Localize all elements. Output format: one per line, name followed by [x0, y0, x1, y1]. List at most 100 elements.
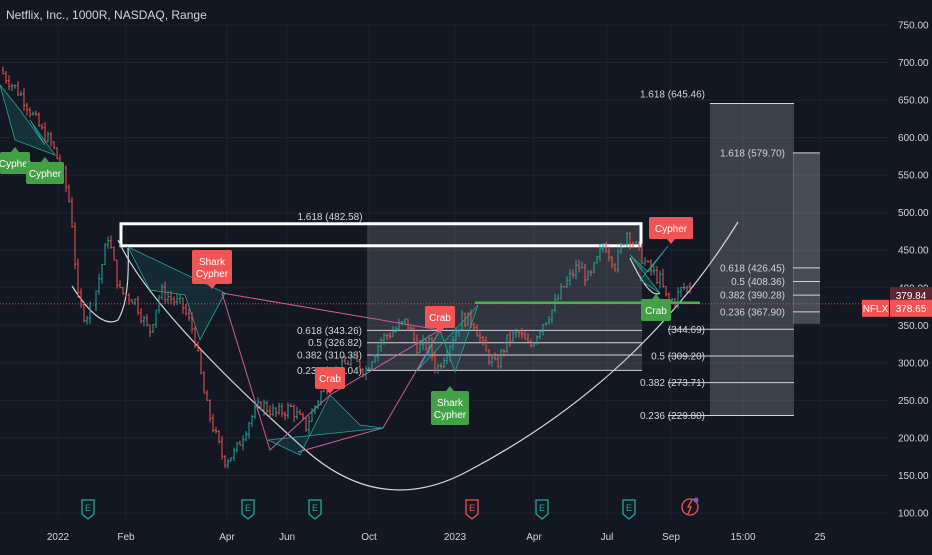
candles: [1, 66, 692, 469]
earnings-icon: [622, 499, 636, 520]
y-tick-label: 500.00: [898, 208, 929, 219]
fib-label-left: 0.618 (343.26): [297, 326, 362, 337]
fib-label-top-mid: 1.618 (645.46): [640, 89, 705, 100]
cup-small: [629, 257, 661, 295]
fib-label-right: 0.382 (390.28): [720, 291, 785, 302]
fib-label-right: 0.236 (367.90): [720, 307, 785, 318]
event-dot: [693, 497, 699, 503]
harmonic-label-text: Cypher: [655, 224, 688, 235]
x-tick-label: Feb: [117, 532, 135, 543]
fib-zone-mid: [710, 103, 794, 416]
earnings-marker: E: [535, 499, 549, 520]
earnings-marker: [681, 497, 699, 516]
harmonic-label-tail: [326, 389, 334, 394]
harmonic-label-bg: [26, 162, 64, 184]
harmonic-label-text: Cypher: [196, 269, 229, 280]
harmonic-label-tail: [446, 386, 454, 391]
harmonic-label-text: Cypher: [29, 169, 62, 180]
fib-label-top-right: 1.618 (579.70): [720, 148, 785, 159]
earnings-marker: E: [81, 499, 95, 520]
x-tick-label: 2022: [47, 532, 70, 543]
y-tick-label: 250.00: [898, 396, 929, 407]
fib-label-mid: 0.236 (229.80): [640, 411, 705, 422]
earnings-icon-label: E: [626, 503, 632, 513]
last-price-label: 378.65: [896, 304, 927, 315]
last-price-tag: [890, 299, 932, 317]
x-tick-label: 15:00: [730, 532, 755, 543]
harmonic-label-bg: [641, 299, 671, 321]
fib-label-top-left: 1.618 (482.58): [297, 212, 362, 223]
harmonic-label-tail: [11, 147, 19, 152]
y-tick-label: 750.00: [898, 21, 929, 32]
harmonic-label-text: Crab: [429, 313, 451, 324]
harmonic-label: Crab: [315, 367, 345, 394]
earnings-icon: [535, 499, 549, 520]
y-tick-label: 100.00: [898, 509, 929, 520]
y-tick-label: 150.00: [898, 471, 929, 482]
harmonic-label-text: Shark: [199, 257, 226, 268]
split-icon: [681, 498, 699, 516]
harmonic-label-tail: [667, 239, 675, 244]
x-tick-label: 25: [814, 532, 826, 543]
harmonic-pink-line: [221, 292, 441, 331]
harmonic-label-tail: [436, 328, 444, 333]
earnings-marker: E: [465, 499, 479, 520]
ticker-tag: [862, 299, 889, 317]
earnings-icon-label: E: [539, 503, 545, 513]
harmonic-shape: [266, 394, 384, 456]
x-tick-label: Sep: [662, 532, 680, 543]
x-tick-label: Jul: [601, 532, 614, 543]
harmonic-shape: [629, 245, 669, 294]
harmonic-label-bg: [649, 217, 693, 239]
cup-handle-left: [71, 247, 129, 323]
earnings-icon-label: E: [245, 503, 251, 513]
earnings-icon-label: E: [85, 503, 91, 513]
y-tick-label: 300.00: [898, 358, 929, 369]
earnings-marker: E: [622, 499, 636, 520]
y-tick-label: 550.00: [898, 171, 929, 182]
harmonic-label: Crab: [425, 306, 455, 333]
fib-label-right: 0.618 (426.45): [720, 263, 785, 274]
harmonic-label-tail: [652, 294, 660, 299]
earnings-icon: [308, 499, 322, 520]
harmonic-label-bg: [431, 391, 469, 425]
fib-1618-box: [119, 222, 643, 248]
fib-label-right: 0.5 (408.36): [731, 277, 785, 288]
fib-zone-left: [367, 221, 642, 371]
y-tick-label: 650.00: [898, 96, 929, 107]
fib-label-left: 0.5 (326.82): [308, 338, 362, 349]
y-tick-label: 200.00: [898, 433, 929, 444]
x-tick-label: Jun: [279, 532, 295, 543]
harmonic-label-tail: [208, 284, 216, 289]
harmonic-label-tail: [41, 157, 49, 162]
harmonic-shape: [0, 84, 57, 156]
fib-label-left: 0.382 (310.38): [297, 351, 362, 362]
harmonic-label: Cypher: [0, 147, 32, 174]
x-tick-label: Apr: [526, 532, 542, 543]
lightning-icon: [686, 499, 693, 515]
harmonic-label-bg: [425, 306, 455, 328]
harmonic-label-bg: [315, 367, 345, 389]
earnings-icon: [241, 499, 255, 520]
earnings-marker: E: [308, 499, 322, 520]
x-tick-label: Oct: [361, 532, 377, 543]
cup-curve: [117, 221, 739, 491]
fib-label-mid: 0.382 (273.71): [640, 378, 705, 389]
grid: [0, 22, 888, 522]
harmonic-label-text: Cypher: [434, 410, 467, 421]
harmonic-label: Cypher: [649, 217, 693, 244]
harmonic-label-text: Cypher: [0, 159, 32, 170]
y-tick-label: 350.00: [898, 321, 929, 332]
harmonic-label-bg: [192, 250, 232, 284]
marked-price-tag: [890, 286, 932, 304]
earnings-icon-label: E: [312, 503, 318, 513]
ticker-label: NFLX: [863, 304, 889, 315]
harmonic-label-text: Crab: [319, 374, 341, 385]
y-tick-label: 450.00: [898, 246, 929, 257]
harmonic-shape: [417, 304, 479, 374]
symbol-header: Netflix, Inc., 1000R, NASDAQ, Range: [6, 8, 207, 22]
